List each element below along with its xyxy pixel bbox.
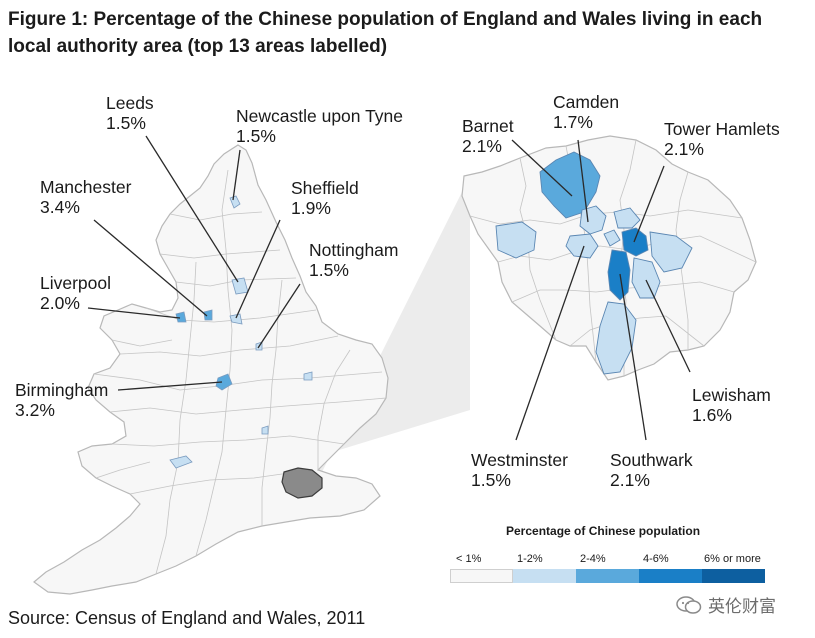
label-value: 2.0%	[40, 293, 80, 313]
leader-barnet	[511, 139, 573, 197]
label-leeds: Leeds 1.5%	[106, 93, 154, 133]
label-value: 3.4%	[40, 197, 80, 217]
label-westminster: Westminster 1.5%	[471, 450, 568, 490]
legend-label: 6% or more	[704, 553, 761, 565]
label-name: Birmingham	[15, 380, 109, 400]
source-note: Source: Census of England and Wales, 201…	[8, 608, 366, 628]
legend-title: Percentage of Chinese population	[506, 524, 701, 538]
leader-tower-hamlets	[633, 165, 665, 243]
label-liverpool: Liverpool 2.0%	[40, 273, 111, 313]
leader-lines	[87, 135, 691, 441]
label-newcastle-upon-tyne: Newcastle upon Tyne 1.5%	[236, 106, 403, 146]
label-name: Southwark	[610, 450, 693, 470]
label-name: Leeds	[106, 93, 154, 113]
label-barnet: Barnet 2.1%	[462, 116, 514, 156]
label-camden: Camden 1.7%	[553, 92, 619, 132]
leader-sheffield	[235, 219, 281, 319]
manchester-area	[203, 309, 213, 321]
cambridge-area	[303, 371, 313, 381]
leader-birmingham	[117, 381, 223, 391]
label-nottingham: Nottingham 1.5%	[309, 240, 399, 280]
label-value: 1.5%	[106, 113, 146, 133]
legend-swatch	[576, 569, 639, 583]
label-value: 1.5%	[471, 470, 511, 490]
label-birmingham: Birmingham 3.2%	[15, 380, 108, 420]
ealing-area	[495, 221, 537, 259]
label-name: Nottingham	[309, 240, 399, 260]
label-name: Tower Hamlets	[664, 119, 780, 139]
london-main	[281, 467, 323, 499]
legend-label: 2-4%	[580, 553, 606, 565]
figure-title: Figure 1: Percentage of the Chinese popu…	[8, 9, 763, 57]
label-name: Sheffield	[291, 178, 359, 198]
label-sheffield: Sheffield 1.9%	[291, 178, 359, 218]
label-value: 1.7%	[553, 112, 593, 132]
label-name: Liverpool	[40, 273, 112, 293]
leader-manchester	[93, 219, 208, 317]
label-value: 1.5%	[309, 260, 349, 280]
label-name: Manchester	[40, 177, 132, 197]
label-value: 2.1%	[610, 470, 650, 490]
newham-area	[649, 231, 693, 273]
legend-swatch	[639, 569, 702, 583]
label-name: Newcastle upon Tyne	[236, 106, 404, 126]
leader-lewisham	[645, 279, 691, 373]
label-lewisham: Lewisham 1.6%	[692, 385, 771, 425]
label-name: Camden	[553, 92, 620, 112]
label-value: 1.6%	[692, 405, 732, 425]
london-highlights	[495, 151, 693, 375]
leader-liverpool	[87, 307, 181, 319]
leader-leeds	[145, 135, 239, 283]
legend-swatch	[702, 569, 765, 583]
label-value: 1.9%	[291, 198, 331, 218]
leader-nottingham	[257, 283, 301, 349]
leader-southwark	[619, 273, 647, 441]
watermark: 英伦财富	[676, 592, 776, 617]
zoom-wedge	[300, 176, 470, 472]
legend-label: 1-2%	[517, 553, 543, 565]
westminster-area	[565, 233, 599, 259]
birmingham-area	[215, 373, 233, 391]
legend-label: < 1%	[456, 553, 482, 565]
label-value: 1.5%	[236, 126, 276, 146]
liverpool-area	[175, 311, 187, 323]
legend-label: 4-6%	[643, 553, 669, 565]
highlight-areas	[169, 195, 313, 469]
label-value: 2.1%	[664, 139, 704, 159]
label-value: 2.1%	[462, 136, 502, 156]
legend-labels: < 1% 1-2% 2-4% 4-6% 6% or more	[450, 553, 770, 569]
label-manchester: Manchester 3.4%	[40, 177, 131, 217]
legend-swatch	[450, 569, 513, 583]
hackney-area	[613, 207, 641, 229]
city-area	[603, 229, 621, 247]
wechat-icon	[676, 595, 702, 614]
watermark-text: 英伦财富	[708, 597, 776, 616]
label-name: Barnet	[462, 116, 514, 136]
label-value: 3.2%	[15, 400, 55, 420]
label-southwark: Southwark 2.1%	[610, 450, 693, 490]
sheffield-area	[229, 313, 243, 325]
london-inset-outline	[461, 135, 757, 381]
tower-hamlets-area	[621, 227, 649, 257]
croydon-area	[595, 301, 637, 375]
leader-westminster	[515, 245, 585, 441]
label-name: Lewisham	[692, 385, 771, 405]
legend-swatch	[513, 569, 576, 583]
legend-swatches	[450, 569, 765, 583]
label-name: Westminster	[471, 450, 568, 470]
label-tower-hamlets: Tower Hamlets 2.1%	[664, 119, 780, 159]
leader-camden	[577, 139, 589, 223]
leader-newcastle	[232, 149, 241, 201]
oxford-area	[261, 425, 269, 435]
cardiff-area	[169, 455, 193, 469]
